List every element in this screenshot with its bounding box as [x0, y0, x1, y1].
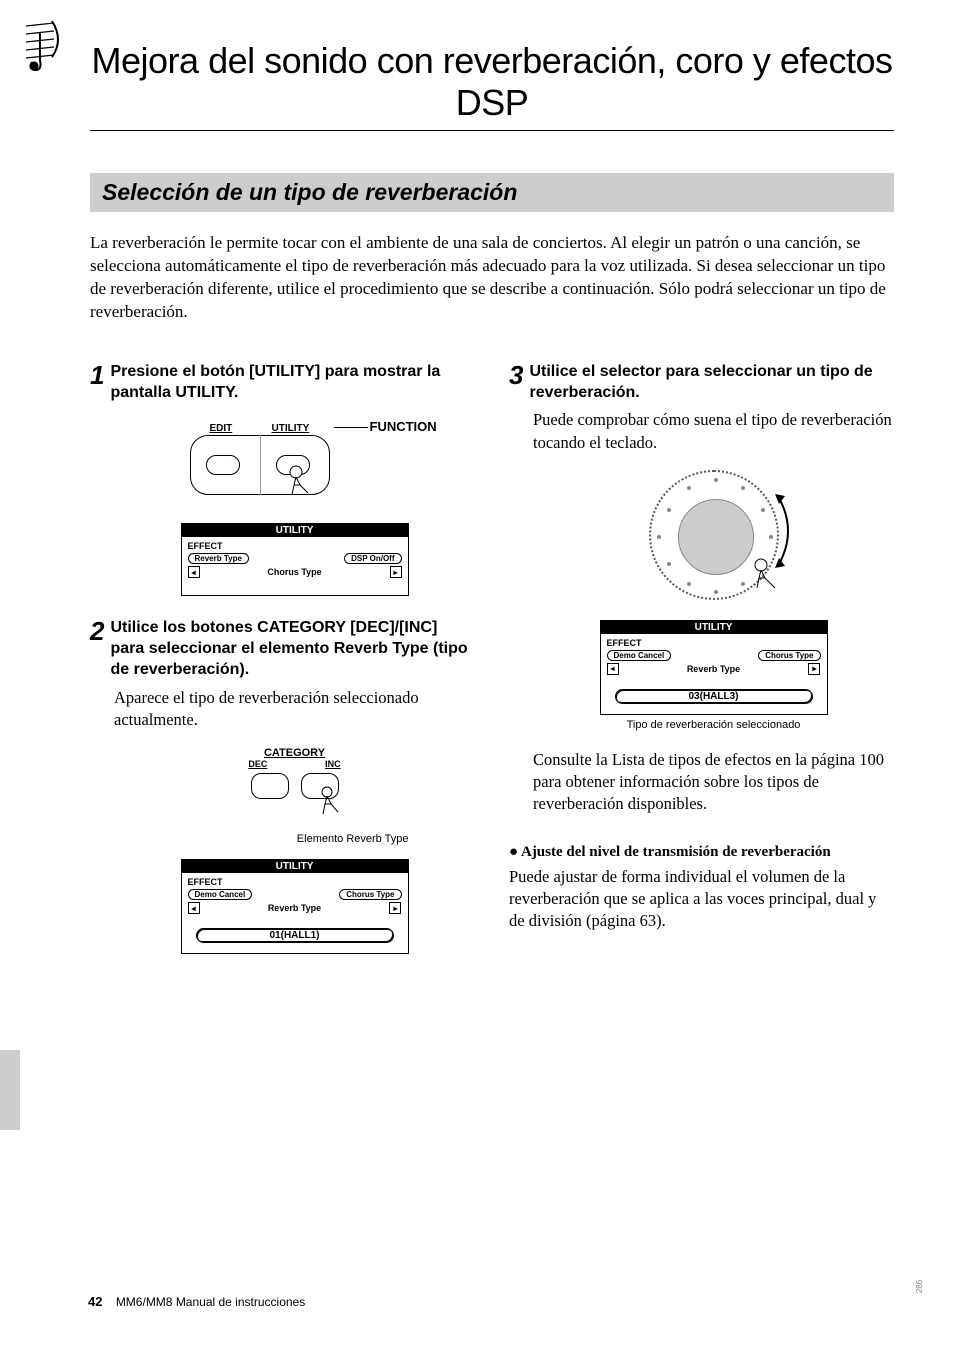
- dial-control: [649, 470, 779, 600]
- hand-pointer-icon: [320, 786, 346, 823]
- lcd-left-tab: Demo Cancel: [607, 650, 672, 661]
- edit-button: [206, 455, 240, 475]
- step-body-2: Consulte la Lista de tipos de efectos en…: [533, 749, 894, 816]
- lcd-screen-3: UTILITY EFFECT Demo Cancel Chorus Type ◂…: [600, 620, 828, 715]
- lcd-nav-left: ◂: [188, 902, 200, 914]
- section-header: Selección de un tipo de reverberación: [90, 173, 894, 212]
- lcd-effect-label: EFFECT: [188, 877, 402, 887]
- title-underline: [90, 130, 894, 131]
- lcd-screen-1: UTILITY EFFECT Reverb Type DSP On/Off ◂ …: [181, 523, 409, 596]
- dial-figure: UTILITY EFFECT Demo Cancel Chorus Type ◂…: [533, 470, 894, 731]
- doc-title: MM6/MM8 Manual de instrucciones: [116, 1295, 305, 1309]
- lcd-effect-label: EFFECT: [188, 541, 402, 551]
- step-title: Utilice el selector para seleccionar un …: [529, 362, 894, 404]
- step-body: Puede comprobar cómo suena el tipo de re…: [533, 409, 894, 454]
- step-title: Presione el botón [UTILITY] para mostrar…: [110, 362, 475, 404]
- right-column: 3 Utilice el selector para seleccionar u…: [509, 362, 894, 977]
- step-1: 1 Presione el botón [UTILITY] para mostr…: [90, 362, 475, 597]
- step-number: 1: [90, 362, 104, 388]
- sub-heading: Ajuste del nivel de transmisión de rever…: [509, 842, 894, 862]
- utility-label: UTILITY: [272, 423, 310, 434]
- function-label: FUNCTION: [370, 419, 437, 434]
- lcd-nav-left: ◂: [607, 663, 619, 675]
- lcd-nav-right: ▸: [390, 566, 402, 578]
- lcd-right-tab: DSP On/Off: [344, 553, 401, 564]
- step-number: 2: [90, 618, 104, 644]
- intro-paragraph: La reverberación le permite tocar con el…: [90, 232, 894, 324]
- lcd-title: UTILITY: [182, 860, 408, 873]
- lcd-right-tab: Chorus Type: [339, 889, 401, 900]
- dec-button: [251, 773, 289, 799]
- figure-caption: Tipo de reverberación seleccionado: [600, 719, 828, 731]
- page-title: Mejora del sonido con reverberación, cor…: [90, 40, 894, 124]
- two-column-layout: 1 Presione el botón [UTILITY] para mostr…: [90, 362, 894, 977]
- page-footer: 42 MM6/MM8 Manual de instrucciones: [88, 1294, 305, 1309]
- lcd-effect-label: EFFECT: [607, 638, 821, 648]
- step-body: Aparece el tipo de reverberación selecci…: [114, 687, 475, 732]
- dec-label: DEC: [248, 759, 267, 769]
- lcd-bottom-label: Chorus Type: [267, 567, 321, 577]
- step-body-3: Puede ajustar de forma individual el vol…: [509, 866, 894, 933]
- lcd-screen-2: UTILITY EFFECT Demo Cancel Chorus Type ◂…: [181, 859, 409, 954]
- dial-knob: [678, 499, 754, 575]
- left-column: 1 Presione el botón [UTILITY] para mostr…: [90, 362, 475, 977]
- lcd-value: 03(HALL3): [615, 689, 813, 704]
- step-2: 2 Utilice los botones CATEGORY [DEC]/[IN…: [90, 618, 475, 954]
- step-title: Utilice los botones CATEGORY [DEC]/[INC]…: [110, 618, 475, 680]
- hand-pointer-icon: [753, 558, 783, 600]
- category-header: CATEGORY: [220, 747, 370, 759]
- lcd-value: 01(HALL1): [196, 928, 394, 943]
- page-content: Mejora del sonido con reverberación, cor…: [0, 0, 954, 1351]
- step-number: 3: [509, 362, 523, 388]
- figure-caption: Elemento Reverb Type: [181, 833, 409, 845]
- function-panel-figure: EDIT UTILITY FUNCTION UTILITY EFFE: [114, 419, 475, 596]
- edit-label: EDIT: [210, 423, 233, 434]
- lcd-center-label: Reverb Type: [268, 903, 321, 913]
- step-3: 3 Utilice el selector para seleccionar u…: [509, 362, 894, 933]
- lcd-title: UTILITY: [601, 621, 827, 634]
- lcd-nav-right: ▸: [389, 902, 401, 914]
- lcd-nav-right: ▸: [808, 663, 820, 675]
- lcd-title: UTILITY: [182, 524, 408, 537]
- lcd-center-label: Reverb Type: [687, 664, 740, 674]
- panel-divider: [260, 435, 261, 495]
- music-staff-icon: [24, 18, 60, 78]
- lcd-nav-left: ◂: [188, 566, 200, 578]
- function-line: [334, 427, 368, 428]
- lcd-left-tab: Demo Cancel: [188, 889, 253, 900]
- inc-button: [301, 773, 339, 799]
- section-header-text: Selección de un tipo de reverberación: [102, 179, 517, 205]
- lcd-left-tab: Reverb Type: [188, 553, 249, 564]
- page-number: 42: [88, 1294, 102, 1309]
- lcd-right-tab: Chorus Type: [758, 650, 820, 661]
- category-figure: CATEGORY DEC INC: [114, 747, 475, 954]
- side-number: 286: [915, 1280, 924, 1293]
- hand-pointer-icon: [288, 465, 316, 505]
- inc-label: INC: [325, 759, 341, 769]
